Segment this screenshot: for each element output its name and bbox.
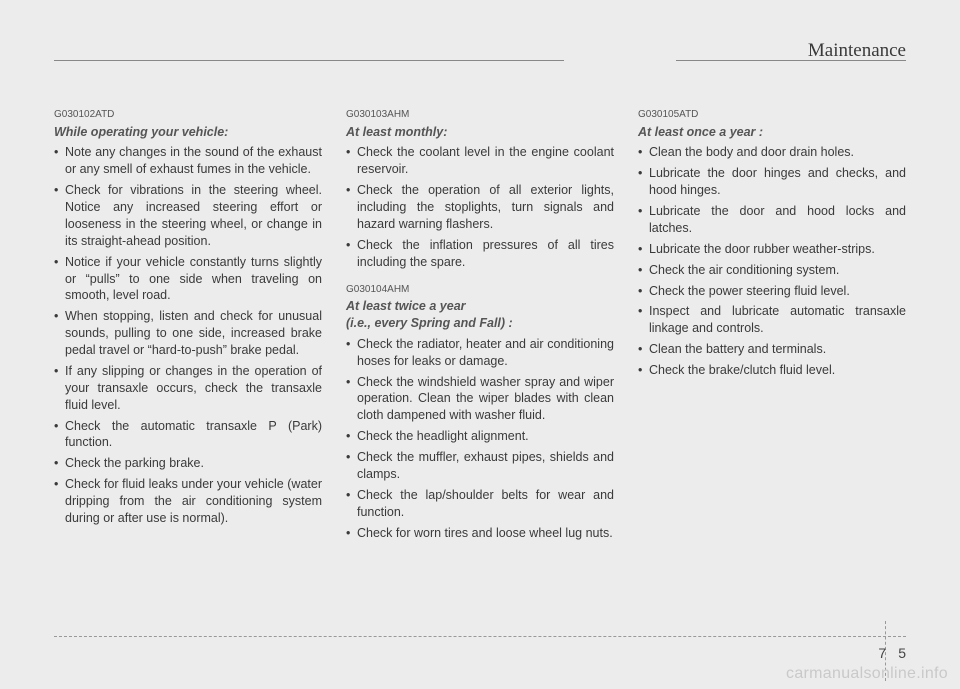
column-1: G030102ATD While operating your vehicle:… [54, 108, 322, 553]
section-code: G030104AHM [346, 283, 614, 297]
list-item: Check the windshield washer spray and wi… [346, 374, 614, 425]
list-item: Check the headlight alignment. [346, 428, 614, 445]
list-item: Check the parking brake. [54, 455, 322, 472]
list-item: Check the automatic transaxle P (Park) f… [54, 418, 322, 452]
section-code: G030102ATD [54, 108, 322, 122]
list-item: Check the lap/shoulder belts for wear an… [346, 487, 614, 521]
column-3: G030105ATD At least once a year : Clean … [638, 108, 906, 553]
section-operating: G030102ATD While operating your vehicle:… [54, 108, 322, 527]
page-number: 7 5 [878, 645, 906, 661]
page-number-page: 5 [898, 645, 906, 661]
columns: G030102ATD While operating your vehicle:… [54, 108, 906, 553]
list-item: Check the muffler, exhaust pipes, shield… [346, 449, 614, 483]
section-subhead: At least once a year : [638, 124, 906, 141]
bullet-list: Clean the body and door drain holes. Lub… [638, 144, 906, 379]
section-code: G030105ATD [638, 108, 906, 122]
list-item: Check the radiator, heater and air condi… [346, 336, 614, 370]
section-subhead-line1: At least twice a year [346, 298, 614, 315]
list-item: If any slipping or changes in the operat… [54, 363, 322, 414]
section-monthly: G030103AHM At least monthly: Check the c… [346, 108, 614, 271]
list-item: Check the power steering fluid level. [638, 283, 906, 300]
section-yearly: G030105ATD At least once a year : Clean … [638, 108, 906, 379]
section-subhead: At least monthly: [346, 124, 614, 141]
column-2: G030103AHM At least monthly: Check the c… [346, 108, 614, 553]
list-item: When stopping, listen and check for unus… [54, 308, 322, 359]
header-rule-right [676, 60, 906, 61]
list-item: Check the coolant level in the engine co… [346, 144, 614, 178]
list-item: Notice if your vehicle constantly turns … [54, 254, 322, 305]
list-item: Inspect and lubricate automatic transaxl… [638, 303, 906, 337]
footer-rule [54, 636, 906, 637]
section-code: G030103AHM [346, 108, 614, 122]
header-rule-left [54, 60, 564, 61]
list-item: Note any changes in the sound of the exh… [54, 144, 322, 178]
section-title: Maintenance [808, 40, 906, 62]
bullet-list: Check the radiator, heater and air condi… [346, 336, 614, 542]
list-item: Check for fluid leaks under your vehicle… [54, 476, 322, 527]
bullet-list: Check the coolant level in the engine co… [346, 144, 614, 270]
section-subhead: While operating your vehicle: [54, 124, 322, 141]
watermark: carmanualsonline.info [786, 665, 948, 683]
list-item: Clean the body and door drain holes. [638, 144, 906, 161]
page: Maintenance G030102ATD While operating y… [54, 28, 906, 628]
section-twice-year: G030104AHM At least twice a year (i.e., … [346, 283, 614, 542]
list-item: Check for vibrations in the steering whe… [54, 182, 322, 250]
list-item: Check the air conditioning system. [638, 262, 906, 279]
page-number-chapter: 7 [878, 645, 886, 661]
section-subhead-line2: (i.e., every Spring and Fall) : [346, 315, 614, 332]
list-item: Check the brake/clutch fluid level. [638, 362, 906, 379]
list-item: Check for worn tires and loose wheel lug… [346, 525, 614, 542]
list-item: Lubricate the door and hood locks and la… [638, 203, 906, 237]
list-item: Check the inflation pressures of all tir… [346, 237, 614, 271]
bullet-list: Note any changes in the sound of the exh… [54, 144, 322, 526]
list-item: Clean the battery and terminals. [638, 341, 906, 358]
list-item: Lubricate the door hinges and checks, an… [638, 165, 906, 199]
list-item: Check the operation of all exterior ligh… [346, 182, 614, 233]
list-item: Lubricate the door rubber weather-strips… [638, 241, 906, 258]
